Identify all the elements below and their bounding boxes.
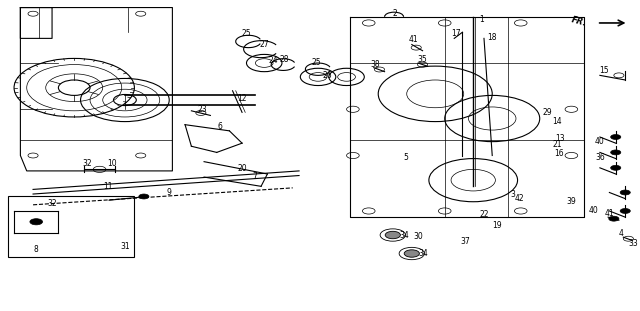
Text: 35: 35 [418, 55, 428, 64]
Circle shape [620, 190, 630, 195]
Text: 23: 23 [198, 105, 207, 114]
Circle shape [611, 150, 621, 155]
Text: 36: 36 [595, 152, 605, 161]
Text: 20: 20 [237, 164, 247, 173]
Text: 26: 26 [322, 71, 332, 80]
Text: 11: 11 [103, 182, 113, 191]
Text: 4: 4 [618, 229, 623, 238]
Text: FR.: FR. [570, 15, 588, 28]
Text: 12: 12 [237, 94, 247, 103]
Text: 7: 7 [252, 172, 257, 181]
Circle shape [620, 208, 630, 213]
Text: 28: 28 [279, 55, 289, 64]
Text: 30: 30 [413, 232, 423, 241]
Text: 22: 22 [479, 210, 489, 219]
Text: 8: 8 [34, 245, 38, 254]
Text: 21: 21 [553, 140, 562, 149]
Text: 19: 19 [492, 221, 502, 230]
Text: 18: 18 [488, 33, 497, 42]
Text: 34: 34 [419, 249, 428, 258]
Text: 32: 32 [82, 159, 92, 168]
Text: 10: 10 [108, 159, 117, 168]
Text: 41: 41 [408, 35, 418, 44]
Text: 16: 16 [554, 150, 564, 159]
Circle shape [30, 219, 42, 225]
Text: 17: 17 [451, 29, 461, 38]
Text: 37: 37 [460, 237, 470, 246]
Circle shape [385, 231, 401, 239]
Circle shape [611, 135, 621, 139]
Text: 14: 14 [553, 117, 563, 126]
Text: 40: 40 [589, 207, 598, 216]
Text: 39: 39 [566, 197, 576, 206]
Text: 2: 2 [393, 9, 397, 18]
Text: 9: 9 [167, 188, 172, 197]
Text: 6: 6 [218, 122, 222, 131]
Text: 32: 32 [47, 199, 57, 208]
Text: 25: 25 [242, 29, 252, 38]
Circle shape [139, 194, 149, 199]
Text: 42: 42 [515, 194, 524, 203]
Text: 25: 25 [312, 58, 322, 67]
Text: 31: 31 [120, 242, 130, 251]
Text: 34: 34 [399, 230, 409, 239]
Circle shape [609, 216, 619, 221]
Text: 40: 40 [595, 137, 605, 146]
Text: 41: 41 [605, 209, 614, 218]
Circle shape [611, 165, 621, 170]
Text: 29: 29 [543, 108, 552, 117]
Text: 15: 15 [600, 66, 609, 75]
Circle shape [404, 250, 419, 257]
Text: 13: 13 [555, 134, 565, 143]
Text: 33: 33 [628, 239, 638, 248]
Text: 27: 27 [259, 40, 269, 49]
Text: 38: 38 [371, 60, 380, 69]
Text: 1: 1 [479, 15, 484, 24]
Text: 24: 24 [269, 56, 278, 65]
Text: 3: 3 [511, 189, 516, 198]
Text: 5: 5 [403, 152, 408, 161]
